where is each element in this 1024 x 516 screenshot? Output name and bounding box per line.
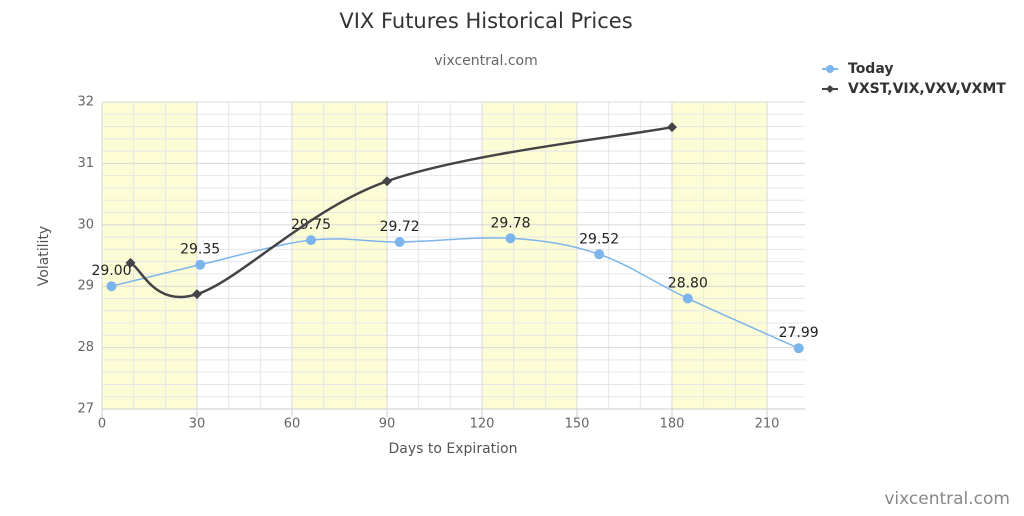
point — [594, 249, 605, 260]
shaded-band — [292, 102, 387, 409]
legend-marker — [826, 65, 834, 73]
x-tick-label: 120 — [470, 417, 495, 432]
x-axis-title: Days to Expiration — [389, 441, 518, 457]
data-label: 29.78 — [490, 215, 530, 231]
credits: vixcentral.com — [884, 489, 1010, 509]
point — [192, 289, 202, 300]
y-tick-label: 31 — [77, 156, 94, 171]
point — [382, 176, 392, 187]
data-label: 29.75 — [291, 217, 331, 233]
point — [682, 293, 693, 304]
chart-title: VIX Futures Historical Prices — [339, 9, 632, 33]
y-axis-title: Volatility — [36, 226, 52, 286]
point — [125, 257, 136, 268]
x-tick-label: 180 — [660, 417, 685, 432]
y-tick-label: 27 — [77, 402, 94, 417]
point — [106, 281, 117, 292]
x-tick-label: 210 — [755, 417, 780, 432]
y-tick-label: 32 — [77, 95, 94, 110]
data-label: 28.80 — [668, 275, 708, 291]
legend-label: VXST,VIX,VXV,VXMT — [848, 81, 1006, 97]
data-label: 29.00 — [91, 263, 131, 279]
data-label: 29.35 — [180, 242, 220, 258]
x-tick-label: 90 — [379, 417, 396, 432]
x-tick-label: 150 — [565, 417, 590, 432]
point — [394, 236, 405, 247]
data-label: 29.72 — [380, 219, 420, 235]
data-label: 27.99 — [779, 325, 819, 341]
point — [505, 233, 516, 244]
y-tick-label: 28 — [77, 340, 94, 355]
series-line — [129, 125, 673, 299]
x-tick-label: 60 — [284, 417, 301, 432]
y-tick-label: 29 — [77, 279, 94, 294]
x-tick-label: 30 — [189, 417, 206, 432]
shaded-band — [672, 102, 767, 409]
shaded-band — [102, 102, 197, 409]
x-tick-label: 0 — [98, 417, 106, 432]
legend-marker — [826, 85, 834, 93]
point — [195, 259, 206, 270]
point — [793, 343, 804, 354]
point — [306, 235, 316, 246]
point — [667, 122, 677, 133]
y-tick-label: 30 — [77, 217, 94, 232]
data-label: 29.52 — [579, 231, 619, 247]
legend-label: Today — [848, 61, 893, 77]
chart-subtitle: vixcentral.com — [434, 53, 537, 69]
shaded-band — [482, 102, 577, 409]
